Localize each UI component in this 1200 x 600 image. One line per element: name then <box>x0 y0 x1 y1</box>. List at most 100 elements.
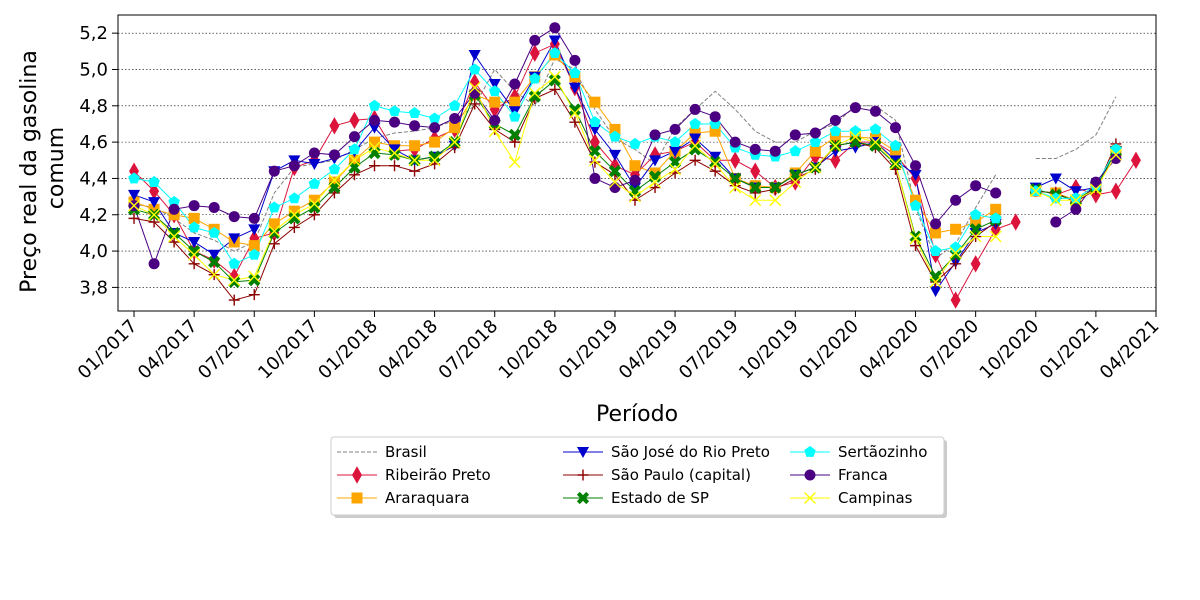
data-point-campinas <box>268 225 281 238</box>
data-point-sertaozinho <box>428 112 441 124</box>
data-point-estado-de-sp <box>729 172 742 185</box>
data-point-campinas <box>1089 183 1102 196</box>
y-tick-label: 5,2 <box>79 23 108 44</box>
data-point-franca <box>1110 152 1122 164</box>
data-point-sertaozinho <box>789 145 802 157</box>
data-point-ribeirao-preto <box>970 255 981 273</box>
data-point-sao-paulo-capital <box>689 154 701 166</box>
data-point-sertaozinho <box>549 47 561 59</box>
y-tick-label: 4,8 <box>79 96 108 117</box>
data-point-sertaozinho <box>468 63 481 75</box>
data-point-sertaozinho <box>268 201 281 213</box>
data-point-araraquara <box>930 227 942 239</box>
x-tick-label: 10/2020 <box>976 316 1044 384</box>
data-point-araraquara <box>629 160 641 172</box>
data-point-campinas <box>829 139 842 152</box>
data-point-ribeirao-preto <box>349 111 360 130</box>
data-point-franca <box>1090 176 1102 188</box>
data-point-estado-de-sp <box>428 150 441 163</box>
data-point-sao-jose-do-rio-preto <box>388 144 401 156</box>
data-point-araraquara <box>970 216 982 228</box>
data-point-sao-jose-do-rio-preto <box>228 233 241 245</box>
data-point-estado-de-sp <box>749 181 762 194</box>
data-point-campinas <box>769 194 782 207</box>
series-line-sao-jose-do-rio-preto <box>133 39 1117 293</box>
y-tick-label: 4,2 <box>79 205 108 226</box>
data-point-estado-de-sp <box>869 139 882 152</box>
legend-marker <box>352 466 362 484</box>
data-point-estado-de-sp <box>568 103 581 116</box>
data-point-franca <box>549 22 561 34</box>
legend-label: Franca <box>838 466 888 484</box>
data-point-franca <box>469 87 481 99</box>
data-point-estado-de-sp <box>188 244 201 258</box>
x-tick-label: 01/2021 <box>1036 316 1104 384</box>
data-point-ribeirao-preto <box>529 44 540 62</box>
data-point-sao-paulo-capital <box>248 289 260 301</box>
data-point-sertaozinho <box>609 130 621 142</box>
legend-entry-campinas: Campinas <box>790 489 913 507</box>
data-point-araraquara <box>589 96 601 108</box>
data-point-franca <box>1070 203 1082 215</box>
x-tick-label: 07/2019 <box>675 316 743 384</box>
legend-entry-ribeirao-preto: Ribeirão Preto <box>337 466 491 484</box>
data-point-campinas <box>849 130 862 143</box>
data-point-franca <box>849 102 861 114</box>
data-point-ribeirao-preto <box>830 151 841 169</box>
data-point-sao-jose-do-rio-preto <box>689 133 702 145</box>
data-point-sertaozinho <box>529 72 541 84</box>
data-point-sao-paulo-capital <box>649 182 661 194</box>
data-point-franca <box>168 203 180 215</box>
legend-entry-franca: Franca <box>790 466 888 484</box>
data-point-franca <box>208 201 220 213</box>
data-point-campinas <box>689 139 702 152</box>
data-point-sao-paulo-capital <box>409 165 421 177</box>
data-point-franca <box>970 180 982 192</box>
data-point-sertaozinho <box>208 226 220 238</box>
data-point-sao-paulo-capital <box>589 156 601 168</box>
data-point-estado-de-sp <box>709 156 722 169</box>
data-point-franca <box>328 149 340 161</box>
data-point-franca <box>769 145 781 157</box>
data-point-sertaozinho <box>408 107 421 118</box>
data-point-araraquara <box>829 131 841 143</box>
legend-label: Ribeirão Preto <box>385 466 491 484</box>
data-point-sertaozinho <box>509 110 521 122</box>
data-point-campinas <box>168 230 181 243</box>
data-point-sao-jose-do-rio-preto <box>548 35 561 47</box>
series-markers-campinas <box>128 70 1122 288</box>
data-point-sertaozinho <box>849 125 862 137</box>
data-point-campinas <box>568 107 581 120</box>
data-point-sertaozinho <box>829 125 842 137</box>
legend-marker <box>576 447 590 459</box>
data-point-campinas <box>929 275 942 288</box>
series-markers-sao-paulo-capital <box>128 83 1122 306</box>
legend-entry-araraquara: Araraquara <box>337 489 470 507</box>
data-point-sao-jose-do-rio-preto <box>1069 186 1082 198</box>
data-point-sao-paulo-capital <box>509 136 521 148</box>
data-point-araraquara <box>268 218 280 230</box>
data-point-estado-de-sp <box>268 226 281 240</box>
data-point-estado-de-sp <box>168 226 181 240</box>
data-point-franca <box>889 122 901 134</box>
legend-entry-sao-paulo-capital: São Paulo (capital) <box>563 466 751 484</box>
data-point-sao-jose-do-rio-preto <box>568 82 581 94</box>
series-markers-ribeirao-preto <box>129 35 1141 309</box>
data-point-estado-de-sp <box>668 156 682 169</box>
x-tick-label: 04/2019 <box>615 316 683 384</box>
data-point-sao-paulo-capital <box>569 116 581 128</box>
y-tick-label: 4,6 <box>79 132 108 153</box>
y-axis-title: Preço real da gasolina comum <box>17 43 69 293</box>
data-point-sertaozinho <box>989 212 1002 224</box>
data-point-franca <box>228 211 240 223</box>
data-point-campinas <box>128 199 141 212</box>
data-point-campinas <box>608 176 621 189</box>
data-point-araraquara <box>889 145 901 157</box>
legend-label: Sertãozinho <box>838 443 927 461</box>
data-point-ribeirao-preto <box>950 291 961 309</box>
series-markers <box>127 22 1141 309</box>
series-line-araraquara <box>133 54 1117 247</box>
x-tick-label: 01/2017 <box>74 316 142 384</box>
data-point-franca <box>749 143 761 155</box>
